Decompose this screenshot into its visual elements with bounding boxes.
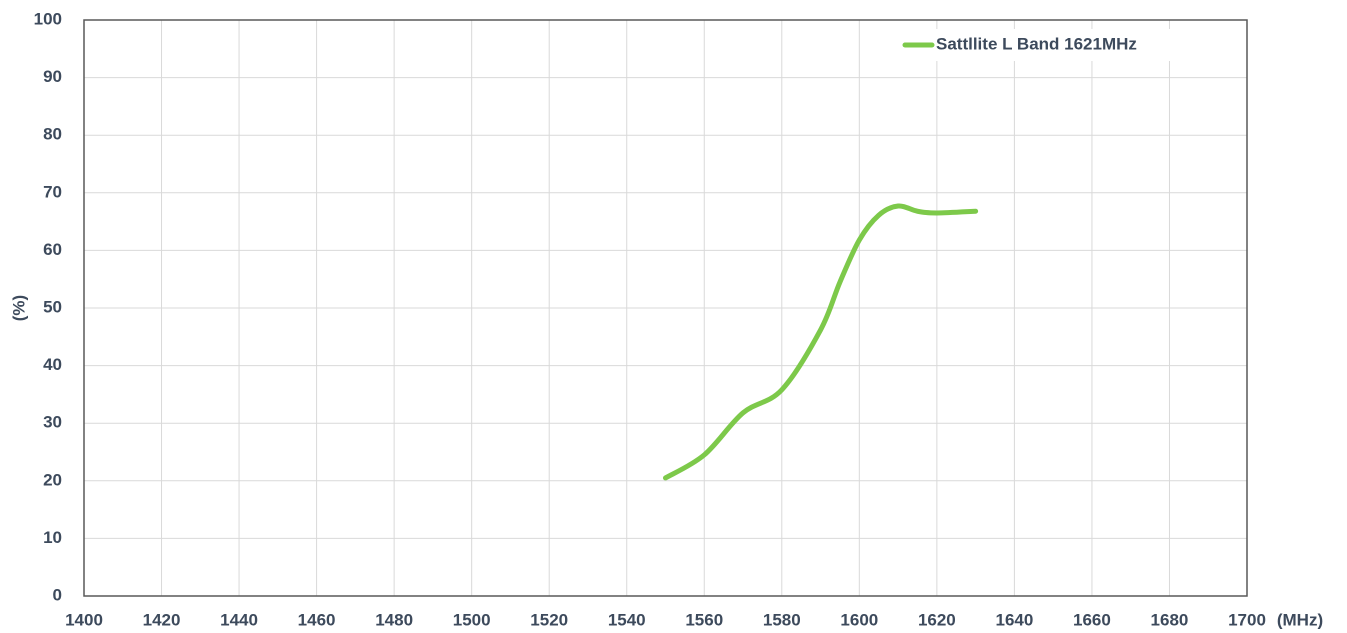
x-tick-label: 1680 [1151, 610, 1189, 629]
x-tick-label: 1400 [65, 610, 103, 629]
x-tick-label: 1480 [375, 610, 413, 629]
x-tick-label: 1560 [685, 610, 723, 629]
x-tick-label: 1620 [918, 610, 956, 629]
y-tick-label: 70 [43, 182, 62, 201]
x-tick-label: 1500 [453, 610, 491, 629]
x-tick-label: 1660 [1073, 610, 1111, 629]
y-axis-label: (%) [9, 295, 28, 321]
x-tick-label: 1460 [298, 610, 336, 629]
y-tick-label: 60 [43, 240, 62, 259]
x-tick-label: 1700 [1228, 610, 1266, 629]
y-tick-label: 0 [53, 585, 62, 604]
y-tick-label: 80 [43, 125, 62, 144]
legend-label: Sattllite L Band 1621MHz [936, 34, 1137, 53]
x-tick-label: 1440 [220, 610, 258, 629]
x-tick-label: 1600 [840, 610, 878, 629]
x-tick-label: 1420 [143, 610, 181, 629]
y-tick-label: 20 [43, 470, 62, 489]
y-tick-label: 30 [43, 413, 62, 432]
line [663, 203, 979, 481]
plot-border [83, 19, 1248, 597]
x-tick-label: 1540 [608, 610, 646, 629]
x-tick-label: 1520 [530, 610, 568, 629]
x-axis-label: (MHz) [1277, 610, 1323, 629]
y-tick-label: 50 [43, 297, 62, 316]
y-tick-label: 10 [43, 528, 62, 547]
x-tick-label: 1640 [995, 610, 1033, 629]
legend-background [899, 29, 1209, 61]
y-tick-label: 40 [43, 355, 62, 374]
y-tick-label: 100 [34, 9, 62, 28]
x-tick-label: 1580 [763, 610, 801, 629]
y-tick-label: 90 [43, 67, 62, 86]
